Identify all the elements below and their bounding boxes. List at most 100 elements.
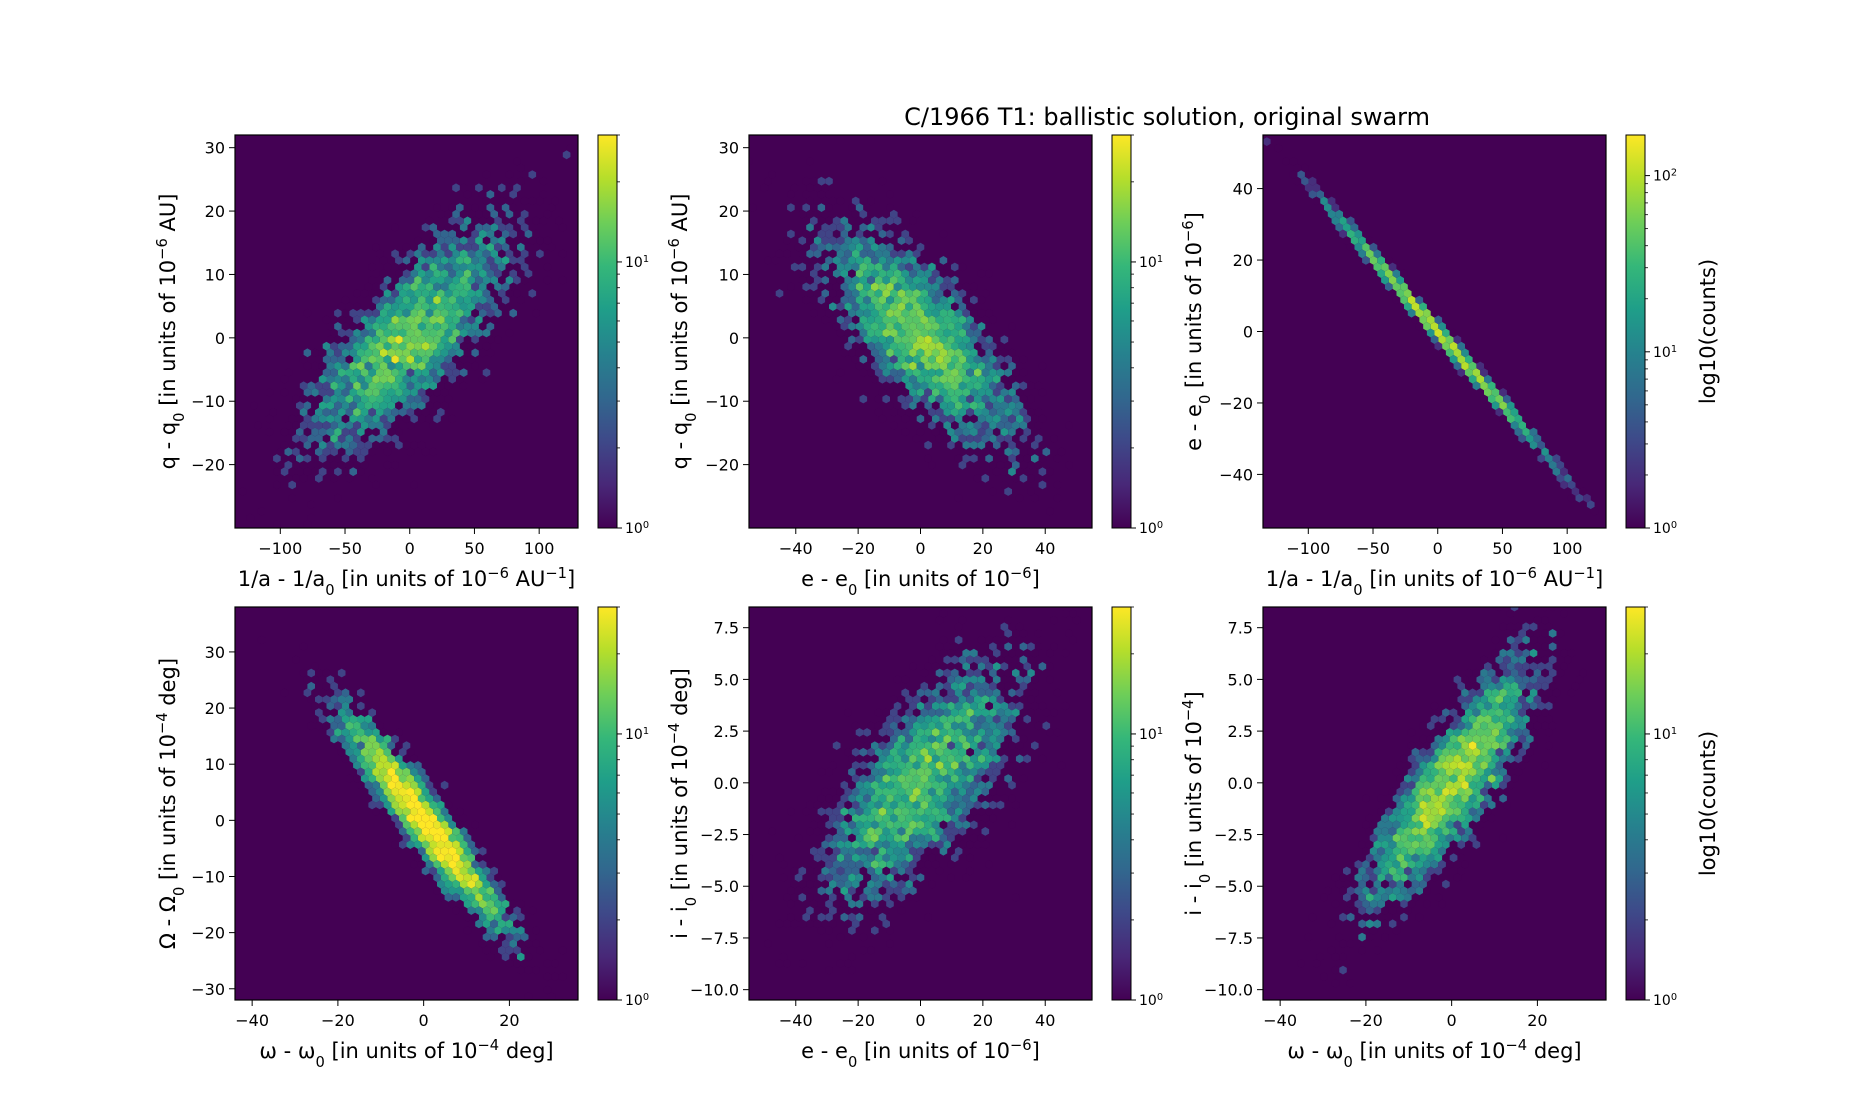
hex-cell [437,800,445,810]
hex-cell [444,289,453,298]
hex-cell [958,695,967,704]
hex-cell [931,728,940,737]
hex-cell [851,223,860,232]
hex-cell [349,454,357,463]
hex-cell [966,866,974,876]
hex-cell [1419,853,1427,863]
hex-cell [890,761,898,770]
hex-cell [311,388,319,397]
hex-cell [924,728,932,737]
hex-cell [539,190,548,199]
hex-cell [1308,176,1317,186]
hex-cell [307,500,315,510]
hex-cell [349,714,357,724]
hex-cell [825,846,833,856]
hex-cell [1000,754,1009,764]
hex-cell [360,761,369,770]
hex-cell [890,368,898,377]
hex-cell [1327,209,1336,219]
hex-cell [463,912,472,922]
hex-cell [326,414,335,424]
hex-cell [368,787,376,797]
hex-cell [943,734,951,744]
hex-cell [1449,853,1458,863]
hex-cell [916,308,925,318]
hex-cell [821,813,829,823]
hex-cell [985,648,993,658]
hex-cell [1320,893,1328,902]
hex-cell [954,635,963,645]
hex-cell [417,269,426,278]
hex-cell [1438,820,1446,830]
hex-cell [962,361,970,371]
hex-cell [494,939,502,949]
hex-cell [1038,754,1047,764]
hex-cell [505,932,514,942]
hex-cell [315,381,323,391]
hex-cell [532,939,540,949]
hex-cell [806,275,814,285]
hex-cell [1484,767,1492,777]
hex-cell [1526,695,1534,704]
hex-cell [501,242,510,252]
hex-cell [764,256,772,265]
hex-cell [962,820,970,830]
hex-cell [536,236,544,245]
hex-cell [886,714,894,724]
hex-cell [1503,721,1511,731]
hex-cell [912,302,921,311]
hex-cell [943,434,951,443]
hex-cell [1503,734,1511,744]
hex-cell [402,361,411,371]
hex-cell [1472,787,1481,797]
hex-cell [886,728,894,737]
hex-cell [1419,866,1427,876]
hex-cell [1373,827,1382,836]
hex-cell [456,899,464,909]
hex-cell [452,840,460,849]
hex-cell [1426,734,1435,744]
hex-cell [871,308,879,318]
hex-cell [958,460,967,470]
hex-cell [349,728,357,737]
hex-cell [414,813,422,823]
hex-cell [897,341,906,351]
hex-cell [1529,427,1538,437]
hex-cell [966,853,974,863]
hex-cell [970,741,978,750]
hex-cell [463,282,472,292]
hex-cell [1465,761,1473,770]
hex-cell [357,780,365,790]
hex-cell [372,322,380,331]
hex-cell [421,840,430,849]
hex-cell [421,866,430,876]
hex-cell [1385,873,1393,882]
hex-cell [1449,787,1458,797]
hex-cell [1373,840,1382,849]
hex-cell [928,341,936,351]
hex-cell [1529,622,1538,632]
hex-cell [1545,635,1553,645]
hex-cell [459,315,468,325]
hex-cell [931,794,940,803]
hex-cell [840,886,849,896]
hex-cell [806,196,814,206]
hex-cell [486,269,495,278]
hex-cell [509,269,517,278]
hex-cell [357,767,365,777]
hex-cell [931,780,940,790]
hex-cell [848,899,856,909]
hex-cell [1027,394,1035,404]
hex-cell [981,761,990,770]
hex-cell [376,721,384,731]
hex-cell [437,249,445,259]
hex-cell [322,721,331,731]
hex-cell [1388,866,1397,876]
hex-cell [1034,407,1043,417]
hex-cell [939,388,948,397]
colorbar-tick-label: 101 [1653,343,1677,361]
hex-cell [1514,622,1523,632]
hex-cell [1575,675,1584,684]
hex-cell [1499,622,1507,632]
